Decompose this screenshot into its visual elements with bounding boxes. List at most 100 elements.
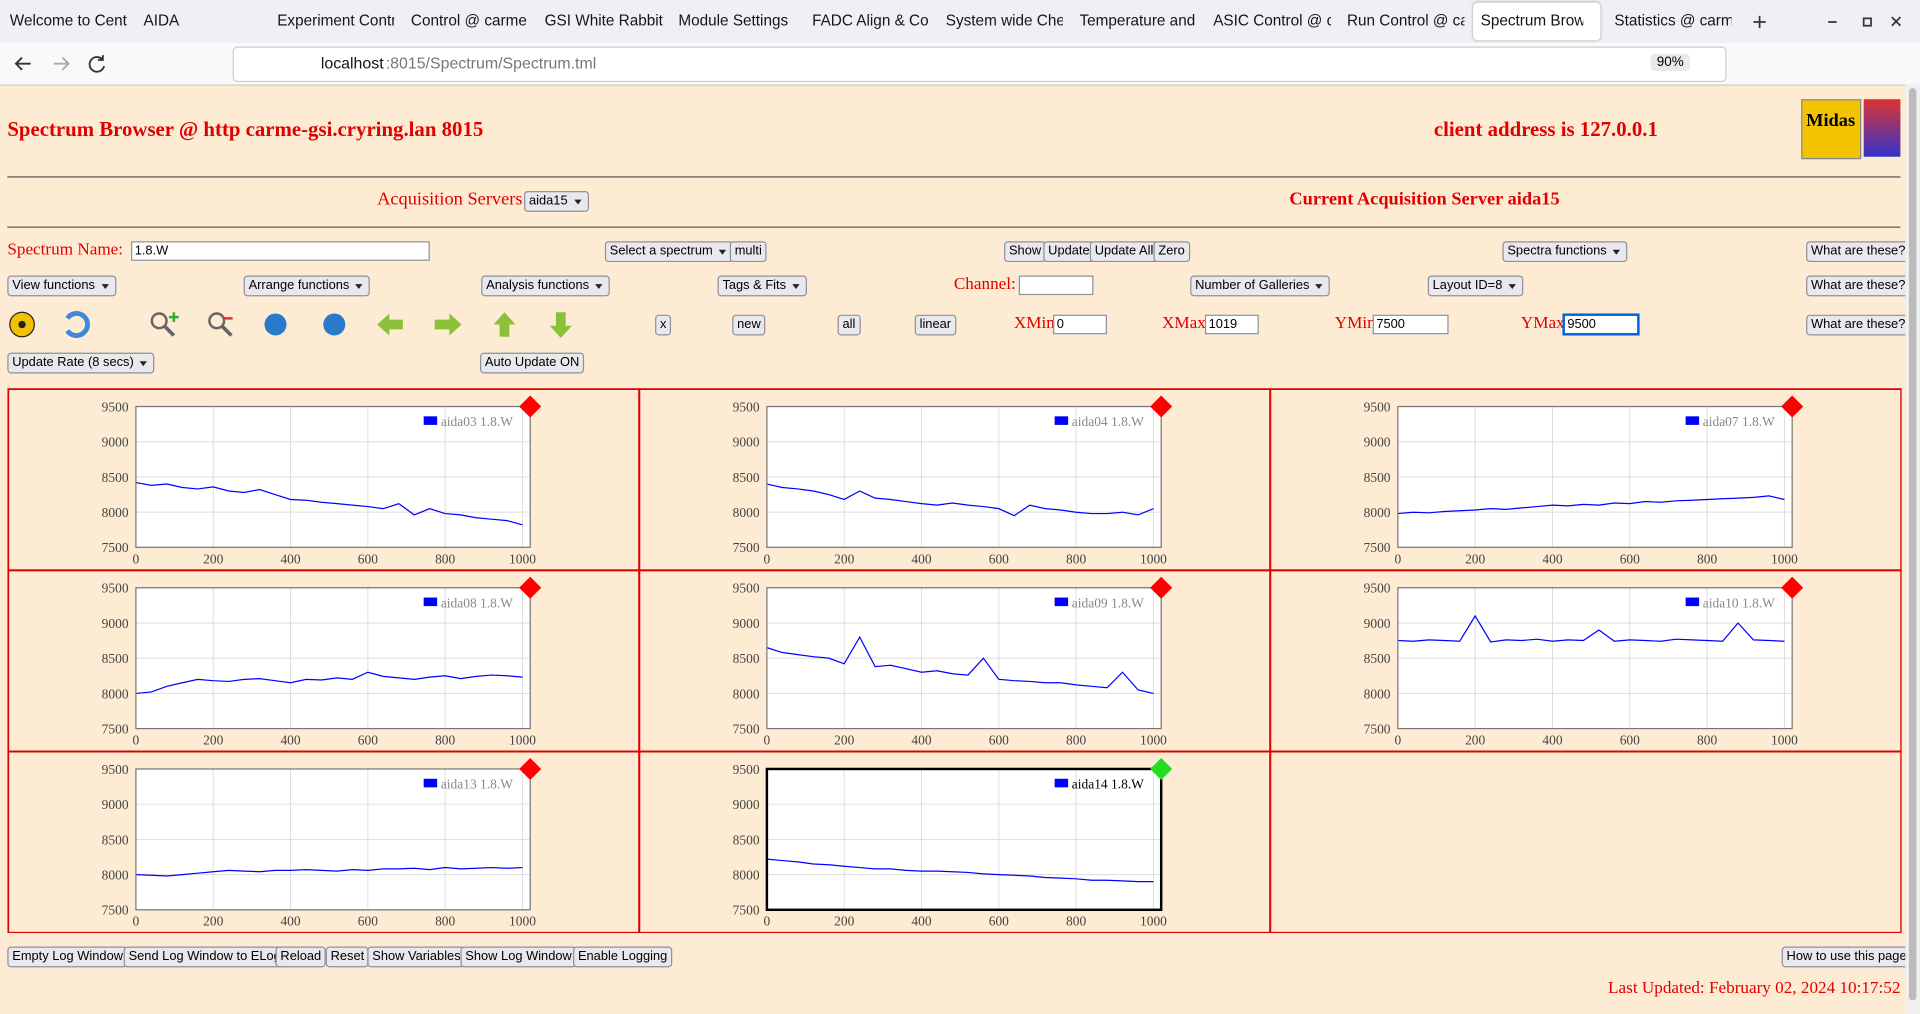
tool-icons[interactable] (0, 306, 588, 343)
tab[interactable]: Statistics @ carm (1614, 12, 1732, 30)
separator (7, 176, 1901, 178)
footer-button[interactable]: Enable Logging (573, 946, 673, 968)
legend-label: aida07 1.8.W (1703, 414, 1775, 429)
x-tick-label: 0 (133, 732, 140, 747)
tool-button[interactable]: x (655, 314, 672, 336)
channel-input[interactable] (1018, 275, 1094, 296)
tab[interactable]: Welcome to Cent (9, 12, 127, 30)
update-rate-select[interactable]: Update Rate (8 secs) (7, 352, 155, 374)
spectrum-name-label: Spectrum Name: (7, 241, 124, 260)
help-button[interactable]: What are these? (1806, 314, 1911, 336)
ymin-input[interactable]: 7500 (1372, 314, 1449, 335)
action-button[interactable]: Zero (1153, 241, 1190, 263)
url-bar[interactable]: localhost :8015/Spectrum/Spectrum.tml 90… (232, 46, 1727, 83)
y-tick-label: 8000 (102, 686, 129, 701)
footer-button[interactable]: Send Log Window to ELog (123, 946, 286, 968)
tab[interactable]: FADC Align & Co (812, 12, 929, 30)
spectrum-chart[interactable]: 7500 8000 8500 9000 9500 0 200 400 600 800 1000 aid… (1364, 395, 1804, 567)
y-tick-label: 9500 (733, 762, 760, 777)
multi-button[interactable]: multi (729, 241, 767, 263)
x-tick-label: 600 (1620, 551, 1640, 566)
page-title: Spectrum Browser @ http carme-gsi.cryrin… (7, 117, 484, 141)
footer-button[interactable]: Empty Log Window (7, 946, 128, 968)
x-tick-label: 600 (358, 551, 378, 566)
legend-swatch (1054, 597, 1069, 607)
tab[interactable]: System wide Che (945, 12, 1064, 30)
tab[interactable]: Experiment Contr (277, 12, 395, 30)
legend-label: aida08 1.8.W (441, 595, 513, 610)
function-select[interactable]: View functions (7, 275, 116, 297)
spectrum-chart[interactable]: 7500 8000 8500 9000 9500 0 200 400 600 800 1000 aid… (102, 576, 542, 748)
spectrum-line (766, 858, 1154, 883)
y-tick-label: 8000 (733, 505, 760, 520)
x-tick-label: 0 (1395, 732, 1402, 747)
footer-button[interactable]: Reset (325, 946, 370, 968)
legend-swatch (423, 778, 438, 788)
tab[interactable]: Control @ carme (410, 12, 527, 30)
help-button[interactable]: What are these? (1806, 275, 1911, 297)
tab[interactable]: GSI White Rabbit (544, 12, 663, 30)
status-marker[interactable] (1150, 395, 1173, 418)
ymax-label: YMax (1520, 314, 1565, 334)
nav-buttons[interactable] (10, 51, 108, 75)
layout-select[interactable]: Layout ID=8 (1427, 275, 1524, 297)
y-tick-label: 9000 (733, 435, 760, 450)
footer-button[interactable]: Show Log Window (460, 946, 577, 968)
spectrum-name-input[interactable]: 1.8.W (131, 241, 430, 261)
y-tick-label: 7500 (1364, 721, 1391, 736)
tab[interactable]: Temperature and (1079, 12, 1196, 30)
action-button[interactable]: Update (1043, 241, 1095, 263)
spectrum-chart[interactable]: 7500 8000 8500 9000 9500 0 200 400 600 800 1000 aid… (733, 757, 1173, 929)
tool-button[interactable]: all (837, 314, 861, 336)
galleries-select[interactable]: Number of Galleries (1190, 275, 1331, 297)
y-tick-label: 9000 (1364, 435, 1391, 450)
y-tick-label: 9000 (102, 616, 129, 631)
spectra-functions[interactable]: Spectra functions (1502, 241, 1628, 263)
function-select[interactable]: Tags & Fits (717, 275, 807, 297)
help-button[interactable]: How to use this page (1781, 946, 1912, 968)
x-tick-label: 1000 (509, 732, 536, 747)
spectrum-chart[interactable]: 7500 8000 8500 9000 9500 0 200 400 600 800 1000 aid… (102, 757, 542, 929)
ymax-input[interactable]: 9500 (1562, 313, 1640, 336)
status-marker[interactable] (1150, 757, 1173, 781)
tool-button[interactable]: new (732, 314, 766, 336)
tab[interactable]: Module Settings (678, 12, 789, 30)
legend-label: aida14 1.8.W (1072, 777, 1144, 792)
spectrum-line (135, 866, 523, 877)
server-select[interactable]: aida15 (524, 191, 589, 212)
action-button[interactable]: Show (1004, 241, 1047, 263)
legend-label: aida03 1.8.W (441, 414, 513, 429)
y-tick-label: 7500 (733, 903, 760, 918)
tab[interactable]: Spectrum Brow (1480, 12, 1584, 30)
legend-swatch (423, 597, 438, 607)
window-controls[interactable] (1745, 10, 1920, 34)
tab[interactable]: Run Control @ ca (1346, 12, 1465, 30)
spectrum-chart[interactable]: 7500 8000 8500 9000 9500 0 200 400 600 800 1000 aid… (733, 395, 1173, 567)
footer-button[interactable]: Reload (275, 946, 327, 968)
spectrum-chart[interactable]: 7500 8000 8500 9000 9500 0 200 400 600 800 1000 aid… (733, 576, 1173, 748)
xmin-input[interactable]: 0 (1053, 314, 1107, 335)
function-select[interactable]: Arrange functions (243, 275, 371, 297)
plot-frame (135, 768, 531, 911)
y-tick-label: 8500 (733, 651, 760, 666)
tool-button[interactable]: linear (914, 314, 956, 336)
tab[interactable]: AIDA (143, 12, 180, 30)
tab[interactable]: ASIC Control @ c (1213, 12, 1331, 30)
function-select[interactable]: Analysis functions (481, 275, 610, 297)
scrollbar (1905, 84, 1920, 1014)
x-tick-label: 800 (1066, 551, 1086, 566)
spectrum-chart[interactable]: 7500 8000 8500 9000 9500 0 200 400 600 800 1000 aid… (102, 395, 542, 567)
auto-update-button[interactable]: Auto Update ON (480, 352, 585, 374)
help-button[interactable]: What are these? (1806, 241, 1911, 263)
zoom-level[interactable]: 90% (1650, 53, 1690, 72)
channel-label: Channel: (953, 275, 1016, 294)
x-tick-label: 600 (358, 914, 378, 929)
action-button[interactable]: Update All (1089, 241, 1159, 263)
spectrum-select[interactable]: Select a spectrum (604, 241, 734, 263)
footer-button[interactable]: Show Variables (367, 946, 466, 968)
y-tick-label: 8000 (102, 505, 129, 520)
legend-swatch (1054, 416, 1069, 425)
spectrum-chart[interactable]: 7500 8000 8500 9000 9500 0 200 400 600 800 1000 aid… (1364, 576, 1804, 748)
xmax-input[interactable]: 1019 (1204, 314, 1259, 335)
